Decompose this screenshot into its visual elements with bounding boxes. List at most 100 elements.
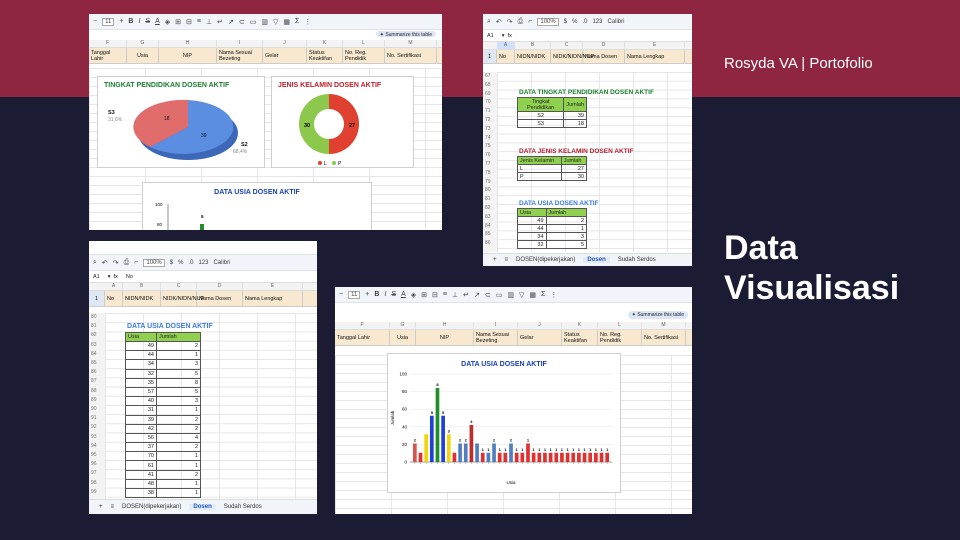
bar[interactable] (582, 452, 587, 462)
usia-r10-c0[interactable]: 56 (125, 432, 157, 444)
hdr-usia[interactable]: Usia (127, 48, 159, 63)
usia-r13-c1[interactable]: 1 (155, 460, 202, 471)
usia-r12-c0[interactable]: 70 (125, 451, 157, 462)
hdr-sertifikasi[interactable]: No. Sertifikasi (385, 48, 437, 63)
bar[interactable] (537, 452, 542, 462)
row-number[interactable]: 88 (91, 387, 97, 394)
bar[interactable] (413, 443, 417, 463)
strike-icon[interactable]: S (145, 18, 151, 25)
row-number[interactable]: 67 (485, 73, 491, 79)
bar[interactable] (577, 452, 581, 462)
sigma-icon[interactable]: Σ (295, 18, 300, 25)
hdr-nidn[interactable]: NIDN/NIDK (515, 50, 551, 63)
hdr-nama-lengkap[interactable]: Nama Lengkap (625, 50, 685, 63)
row-number[interactable]: 86 (91, 369, 97, 376)
t3-r0-c1[interactable]: 2 (545, 216, 588, 225)
col-a-3[interactable]: A (105, 283, 123, 290)
link-icon[interactable]: ⊂ (238, 18, 245, 26)
t3-r1-c0[interactable]: 44 (517, 224, 547, 233)
all-sheets-button[interactable]: ≡ (504, 257, 509, 263)
row-number[interactable]: 80 (485, 187, 491, 194)
usia-r0-c1[interactable]: 2 (155, 340, 202, 352)
col-g[interactable]: G (127, 40, 159, 47)
col-j[interactable]: J (263, 40, 307, 47)
tab-dosen-3[interactable]: Dosen (189, 504, 216, 510)
usia-r3-c0[interactable]: 32 (125, 368, 157, 379)
usia-r13-c0[interactable]: 61 (125, 460, 157, 471)
t2-r1-c0[interactable]: P (517, 172, 562, 181)
add-sheet-button[interactable]: + (493, 257, 497, 263)
usia-r11-c0[interactable]: 37 (125, 442, 157, 453)
hdr-tanggal-lahir[interactable]: Tanggal Lahir (89, 48, 127, 63)
bar[interactable] (441, 415, 445, 462)
bar[interactable] (446, 434, 451, 462)
redo-icon[interactable]: ↷ (506, 18, 513, 26)
redo-icon-3[interactable]: ↷ (112, 259, 119, 267)
bar[interactable] (452, 452, 457, 462)
usia-r8-c0[interactable]: 39 (125, 414, 157, 425)
col-d-3[interactable]: D (197, 283, 243, 290)
search-icon[interactable]: ⌕ (487, 17, 491, 25)
row-number[interactable]: 82 (485, 205, 491, 211)
row-number[interactable]: 68 (485, 81, 491, 88)
col-a[interactable]: A (497, 42, 515, 49)
bar[interactable] (509, 443, 513, 463)
row-number[interactable]: 93 (91, 433, 97, 440)
col-f[interactable]: F (89, 40, 127, 47)
t3-r1-c1[interactable]: 1 (545, 224, 588, 233)
bar[interactable] (480, 452, 485, 462)
bar[interactable] (418, 452, 423, 462)
row-number[interactable]: 80 (91, 314, 97, 320)
usia-r5-c1[interactable]: 5 (155, 386, 202, 398)
col-k-4[interactable]: K (562, 322, 598, 329)
italic-icon-4[interactable]: I (384, 291, 387, 298)
row-number[interactable]: 82 (91, 332, 97, 339)
zoom-box-3[interactable]: 100% (143, 258, 165, 267)
row-number[interactable]: 70 (485, 99, 491, 106)
bar[interactable] (605, 452, 610, 462)
wrap-icon-4[interactable]: ↵ (463, 291, 469, 299)
t2-r0-c1[interactable]: 27 (560, 164, 588, 173)
borders-icon-4[interactable]: ⊞ (421, 291, 428, 299)
plus-icon[interactable]: + (119, 18, 124, 25)
bar[interactable] (435, 388, 440, 462)
font-select[interactable]: Calibri (607, 18, 625, 25)
hdr-noreg-4[interactable]: No. Reg. Pendidik (598, 330, 642, 345)
valign-icon[interactable]: ⊥ (206, 18, 213, 26)
col-h-4[interactable]: H (416, 322, 474, 329)
bar[interactable] (514, 452, 519, 462)
text-color-icon[interactable]: A (155, 18, 160, 25)
row-number[interactable]: 86 (485, 240, 491, 247)
views-icon[interactable]: ▦ (283, 18, 291, 26)
all-sheets-button-3[interactable]: ≡ (110, 504, 115, 510)
pie-chart-card[interactable]: TINGKAT PENDIDIKAN DOSEN AKTIF 39 18 S3 … (97, 76, 265, 168)
col-l-4[interactable]: L (598, 322, 642, 329)
fill-color-icon[interactable]: ◈ (164, 18, 171, 26)
hdr-nama-dosen[interactable]: Nama Dosen (583, 50, 625, 63)
text-color-icon-4[interactable]: A (401, 291, 406, 298)
hdr-noreg[interactable]: No. Reg. Pendidik (343, 48, 385, 63)
row-number[interactable]: 84 (91, 350, 97, 357)
usia-r14-c1[interactable]: 2 (155, 469, 202, 480)
filter-icon-4[interactable]: ▽ (519, 291, 525, 299)
usia-r12-c1[interactable]: 1 (155, 451, 202, 462)
hdr-nip-4[interactable]: NIP (416, 330, 474, 345)
undo-icon[interactable]: ↶ (495, 18, 502, 26)
usia-r16-c0[interactable]: 38 (125, 487, 157, 499)
bar[interactable] (554, 452, 559, 462)
hdr-tanggal-lahir-4[interactable]: Tanggal Lahir (335, 330, 390, 345)
hdr-sertifikasi-4[interactable]: No. Sertifikasi (642, 330, 686, 345)
bar[interactable] (571, 452, 576, 462)
hdr-status[interactable]: Status Keaktifan (307, 48, 343, 63)
paint-format-icon-3[interactable]: ⌐ (134, 259, 139, 266)
align-icon[interactable]: ≡ (196, 18, 202, 25)
more-icon-4[interactable]: ⋮ (550, 291, 558, 299)
bar[interactable] (492, 443, 496, 463)
usia-r11-c1[interactable]: 2 (155, 442, 202, 453)
col-b[interactable]: B (515, 42, 551, 49)
hdr-no[interactable]: No (497, 50, 515, 63)
col-h[interactable]: H (159, 40, 217, 47)
bar[interactable] (503, 452, 508, 462)
hdr-nama-bezeting[interactable]: Nama Sesuai Bezeting (217, 48, 263, 63)
row-number[interactable]: 81 (485, 196, 491, 203)
